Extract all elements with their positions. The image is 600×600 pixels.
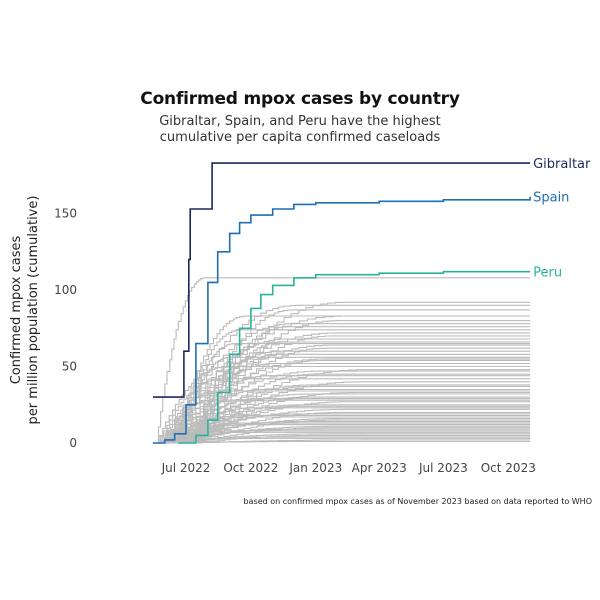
series-label-gibraltar: Gibraltar (533, 157, 591, 172)
subtitle-line-1: Gibraltar, Spain, and Peru have the high… (159, 114, 441, 129)
y-tick-label: 50 (62, 360, 77, 374)
chart-caption: based on confirmed mpox cases as of Nove… (243, 497, 592, 506)
y-tick-label: 0 (69, 436, 77, 450)
y-axis-label-line-1: Confirmed mpox cases (9, 235, 24, 384)
y-tick-label: 100 (54, 283, 77, 297)
highlight-series-group (152, 162, 531, 444)
chart-subtitle: Gibraltar, Spain, and Peru have the high… (0, 114, 600, 146)
y-axis: 0 50 100 150 (54, 207, 77, 451)
background-series-line (152, 375, 531, 444)
background-series-line (152, 370, 531, 444)
background-series-line (152, 433, 531, 444)
x-tick-label: Jul 2022 (161, 461, 211, 475)
x-tick-label: Apr 2023 (352, 461, 407, 475)
x-tick-label: Jul 2023 (418, 461, 468, 475)
x-tick-label: Oct 2022 (223, 461, 278, 475)
background-series-line (152, 414, 531, 444)
background-series-line (152, 378, 531, 444)
x-tick-label: Jan 2023 (288, 461, 342, 475)
background-series-line (152, 390, 531, 444)
background-series-line (152, 329, 531, 444)
y-axis-label: Confirmed mpox cases per million populat… (9, 196, 41, 425)
background-series-line (152, 362, 531, 444)
background-series-line (152, 365, 531, 444)
subtitle-line-2: cumulative per capita confirmed caseload… (159, 130, 441, 145)
series-label-peru: Peru (533, 266, 562, 281)
y-tick-label: 150 (54, 207, 77, 221)
background-series-line (152, 358, 531, 444)
series-line-gibraltar (152, 162, 531, 398)
chart-title: Confirmed mpox cases by country (140, 89, 460, 109)
background-series-line (152, 421, 531, 444)
y-axis-label-line-2: per million population (cumulative) (26, 196, 41, 425)
background-series-group (152, 277, 531, 444)
x-tick-label: Oct 2023 (481, 461, 536, 475)
x-axis: Jul 2022 Oct 2022 Jan 2023 Apr 2023 Jul 2023… (161, 461, 536, 475)
background-series-line (152, 422, 531, 444)
series-line-spain (152, 196, 531, 444)
series-end-labels: Peru Spain Gibraltar (533, 157, 591, 281)
background-series-line (152, 419, 531, 444)
series-line-peru (178, 270, 531, 444)
series-label-spain: Spain (533, 191, 569, 206)
background-series-line (152, 404, 531, 444)
